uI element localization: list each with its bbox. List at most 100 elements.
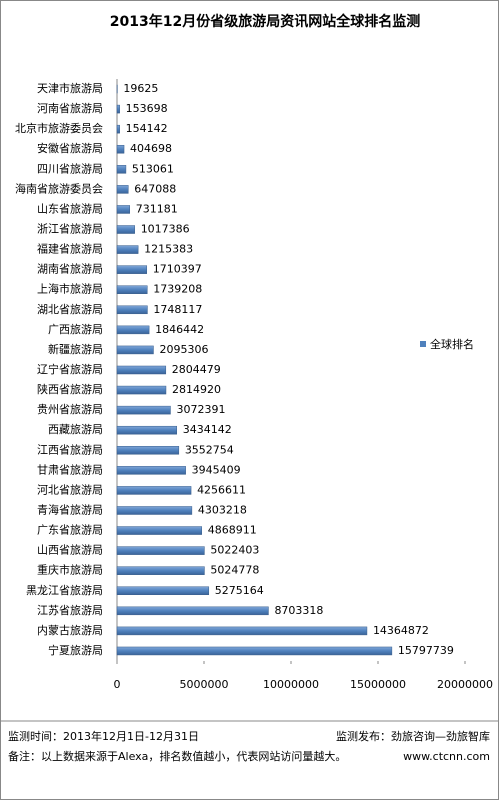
y-tick-label: 上海市旅游局 [37,282,103,296]
bar [116,526,202,535]
y-tick-label: 西藏旅游局 [48,422,103,436]
value-label: 5024778 [210,564,259,577]
value-label: 404698 [130,142,172,155]
y-tick-label: 贵州省旅游局 [37,402,103,416]
bar [116,285,148,294]
value-label: 4868911 [208,524,257,537]
x-tick-label: 15000000 [350,678,406,691]
legend-label: 全球排名 [430,337,474,351]
y-tick-label: 江西省旅游局 [37,442,103,456]
y-tick-label: 湖北省旅游局 [37,302,103,316]
y-tick-label: 陕西省旅游局 [37,382,103,396]
value-label: 4303218 [198,503,247,516]
value-label: 2804479 [172,363,221,376]
chart-title: 2013年12月份省级旅游局资讯网站全球排名监测 [110,13,420,30]
value-label: 19625 [123,82,158,95]
value-label: 731181 [136,202,178,215]
bar [116,486,192,495]
y-tick-label: 广西旅游局 [48,322,103,336]
y-tick-label: 北京市旅游委员会 [15,121,103,135]
bar [116,365,167,375]
bar [116,566,205,575]
x-tick-label: 5000000 [180,678,229,691]
value-label: 3552754 [185,443,234,456]
y-tick-label: 海南省旅游委员会 [15,181,103,195]
y-tick-label: 河北省旅游局 [37,482,103,496]
bar [116,144,125,154]
bar [116,185,129,194]
value-label: 3434142 [183,423,232,436]
y-tick-label: 新疆旅游局 [48,342,103,356]
y-tick-label: 宁夏旅游局 [48,643,103,657]
value-label: 14364872 [373,624,429,637]
bar [116,546,205,555]
value-label: 8703318 [274,604,323,617]
bar [116,124,120,134]
bar [116,345,154,355]
y-tick-label: 浙江省旅游局 [37,222,103,236]
bar [116,425,178,435]
y-tick-label: 安徽省旅游局 [37,141,103,155]
bar [116,165,127,174]
y-tick-label: 山东省旅游局 [37,201,103,215]
bar [116,205,130,214]
bar [116,506,193,515]
y-tick-label: 黑龙江省旅游局 [26,583,103,597]
footer-publisher: 监测发布：劲旅咨询—劲旅智库 [336,729,490,743]
footer-note: 备注：以上数据来源于Alexa，排名数值越小，代表网站访问量越大。 [8,749,346,763]
bar [116,466,186,475]
footer-site: www.ctcnn.com [403,750,490,763]
value-label: 513061 [132,162,174,175]
footer-period: 监测时间：2013年12月1日-12月31日 [8,729,199,743]
y-tick-label: 甘肃省旅游局 [37,462,103,476]
bar [116,245,139,254]
y-tick-label: 广东省旅游局 [37,523,103,537]
value-label: 1017386 [141,223,190,236]
bar [116,646,393,656]
y-tick-label: 重庆市旅游局 [37,563,103,577]
y-tick-label: 湖南省旅游局 [37,262,103,276]
value-label: 4256611 [197,483,246,496]
value-label: 1215383 [144,243,193,256]
bar [116,325,150,335]
legend-swatch [420,341,426,347]
value-label: 1846442 [155,323,204,336]
bar [116,225,135,234]
y-tick-label: 河南省旅游局 [37,101,103,115]
x-tick-label: 0 [114,678,121,691]
value-label: 154142 [126,122,168,135]
y-tick-label: 山西省旅游局 [37,543,103,557]
x-tick-label: 10000000 [263,678,319,691]
value-label: 2095306 [159,343,208,356]
bar [116,305,148,315]
y-tick-label: 辽宁省旅游局 [37,362,103,376]
value-label: 3945409 [192,463,241,476]
value-label: 2814920 [172,383,221,396]
bar [116,446,180,455]
value-label: 5022403 [210,544,259,557]
y-tick-label: 江苏省旅游局 [37,603,103,617]
bar [116,626,368,636]
value-label: 15797739 [398,644,454,657]
value-label: 647088 [134,182,176,195]
bar [116,586,210,596]
value-label: 153698 [126,102,168,115]
bar [116,385,167,395]
value-label: 3072391 [176,403,225,416]
bar [116,265,148,274]
y-tick-label: 天津市旅游局 [37,81,103,95]
bar [116,104,120,114]
y-tick-label: 福建省旅游局 [37,242,103,256]
value-label: 5275164 [215,584,264,597]
value-label: 1710397 [153,263,202,276]
bar [116,405,171,415]
bar [116,606,269,616]
value-label: 1739208 [153,283,202,296]
value-label: 1748117 [153,303,202,316]
y-tick-label: 内蒙古旅游局 [37,623,103,637]
y-tick-label: 青海省旅游局 [37,502,103,516]
y-tick-label: 四川省旅游局 [37,161,103,175]
x-tick-label: 20000000 [437,678,493,691]
